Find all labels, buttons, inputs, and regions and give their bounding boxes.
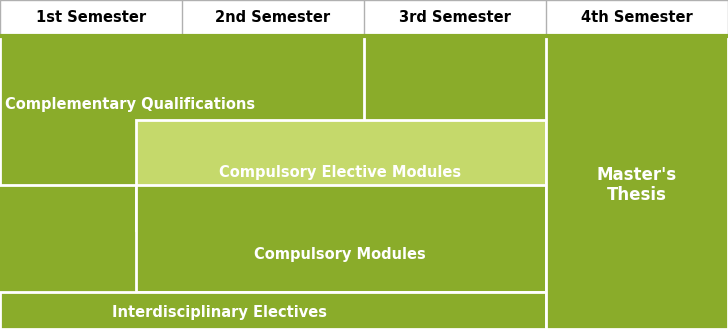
Text: 3rd Semester: 3rd Semester (399, 11, 511, 26)
Text: 2nd Semester: 2nd Semester (215, 11, 331, 26)
Bar (546, 36, 728, 329)
Bar (0, 292, 546, 329)
Text: Compulsory Modules: Compulsory Modules (254, 247, 426, 263)
Bar (136, 185, 546, 292)
Text: 4th Semester: 4th Semester (581, 11, 693, 26)
Bar (0, 36, 136, 292)
Text: Master's
Thesis: Master's Thesis (597, 165, 677, 204)
Bar (364, 36, 546, 120)
Text: 1st Semester: 1st Semester (36, 11, 146, 26)
Text: Interdisciplinary Electives: Interdisciplinary Electives (113, 305, 328, 319)
Bar (0, 0, 728, 36)
Bar (0, 36, 364, 185)
Text: Compulsory Elective Modules: Compulsory Elective Modules (219, 164, 461, 180)
Text: Complementary Qualifications: Complementary Qualifications (5, 97, 255, 113)
Bar (136, 120, 546, 230)
